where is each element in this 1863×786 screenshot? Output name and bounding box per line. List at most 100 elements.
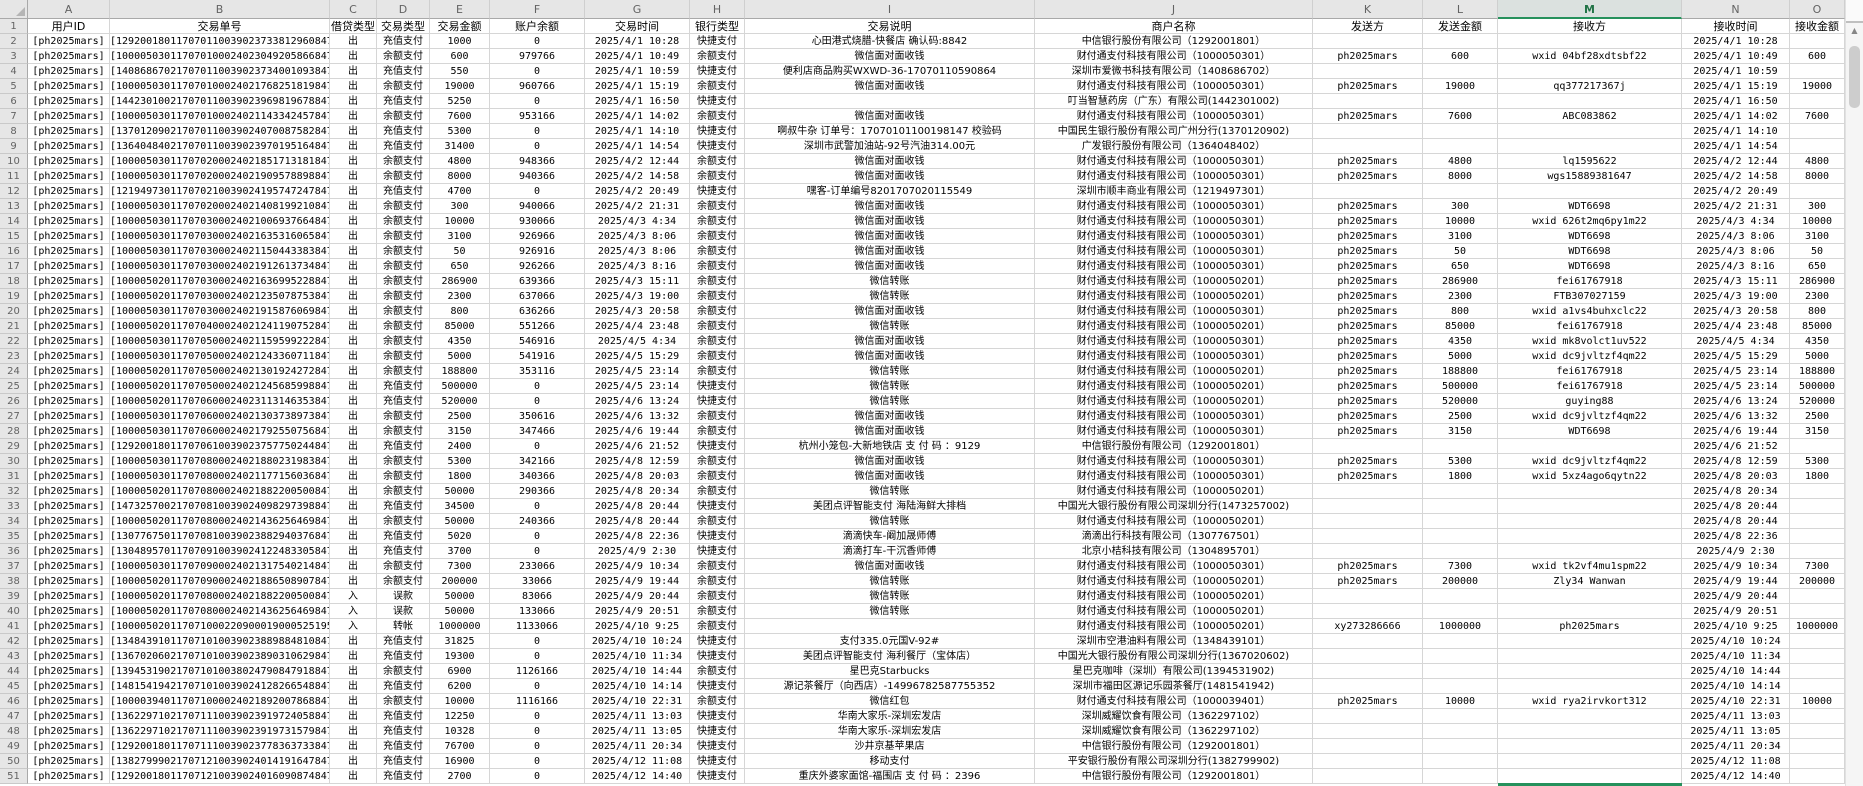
cell-D32[interactable]: 余额支付 [377, 484, 430, 499]
row-number-30[interactable]: 30 [0, 454, 28, 469]
cell-A13[interactable]: [ph2025mars] [28, 199, 110, 214]
cell-H36[interactable]: 快捷支付 [690, 544, 745, 559]
cell-F2[interactable]: 0 [490, 34, 585, 49]
cell-A28[interactable]: [ph2025mars] [28, 424, 110, 439]
cell-K19[interactable]: ph2025mars [1313, 289, 1423, 304]
cell-D36[interactable]: 充值支付 [377, 544, 430, 559]
cell-C45[interactable]: 出 [330, 679, 377, 694]
cell-C49[interactable]: 出 [330, 739, 377, 754]
row-number-46[interactable]: 46 [0, 694, 28, 709]
cell-L24[interactable]: 188800 [1423, 364, 1498, 379]
row-number-11[interactable]: 11 [0, 169, 28, 184]
cell-J33[interactable]: 中国光大银行股份有限公司深圳分行(1473257002) [1035, 499, 1313, 514]
cell-L23[interactable]: 5000 [1423, 349, 1498, 364]
cell-O32[interactable] [1790, 484, 1845, 499]
cell-K32[interactable] [1313, 484, 1423, 499]
cell-M45[interactable] [1498, 679, 1682, 694]
cell-H13[interactable]: 余额支付 [690, 199, 745, 214]
cell-O40[interactable] [1790, 604, 1845, 619]
cell-N50[interactable]: 2025/4/12 11:08 [1682, 754, 1790, 769]
cell-J20[interactable]: 财付通支付科技有限公司（1000050301） [1035, 304, 1313, 319]
cell-C11[interactable]: 出 [330, 169, 377, 184]
cell-O50[interactable] [1790, 754, 1845, 769]
cell-D49[interactable]: 充值支付 [377, 739, 430, 754]
cell-J30[interactable]: 财付通支付科技有限公司（1000050301） [1035, 454, 1313, 469]
cell-A38[interactable]: [ph2025mars] [28, 574, 110, 589]
cell-A27[interactable]: [ph2025mars] [28, 409, 110, 424]
cell-M26[interactable]: guying88 [1498, 394, 1682, 409]
cell-L13[interactable]: 300 [1423, 199, 1498, 214]
cell-M39[interactable] [1498, 589, 1682, 604]
cell-H10[interactable]: 余额支付 [690, 154, 745, 169]
cell-O11[interactable]: 8000 [1790, 169, 1845, 184]
cell-A40[interactable]: [ph2025mars] [28, 604, 110, 619]
cell-B13[interactable]: [100005030117070200024021408199210847] [110, 199, 330, 214]
cell-D39[interactable]: 误款 [377, 589, 430, 604]
cell-D25[interactable]: 充值支付 [377, 379, 430, 394]
cell-F50[interactable]: 0 [490, 754, 585, 769]
cell-B39[interactable]: [100005020117070800024021882200500847] [110, 589, 330, 604]
cell-H26[interactable]: 快捷支付 [690, 394, 745, 409]
cell-D15[interactable]: 余额支付 [377, 229, 430, 244]
cell-H4[interactable]: 快捷支付 [690, 64, 745, 79]
cell-M51[interactable] [1498, 769, 1682, 784]
cell-L9[interactable] [1423, 139, 1498, 154]
cell-G34[interactable]: 2025/4/8 20:44 [585, 514, 690, 529]
row-number-20[interactable]: 20 [0, 304, 28, 319]
cell-C10[interactable]: 出 [330, 154, 377, 169]
cell-M33[interactable] [1498, 499, 1682, 514]
cell-J12[interactable]: 深圳市顺丰商业有限公司（1219497301） [1035, 184, 1313, 199]
cell-E25[interactable]: 500000 [430, 379, 490, 394]
cell-N32[interactable]: 2025/4/8 20:34 [1682, 484, 1790, 499]
row-number-29[interactable]: 29 [0, 439, 28, 454]
cell-I12[interactable]: 嘿客-订单编号8201707020115549 [745, 184, 1035, 199]
cell-H6[interactable]: 快捷支付 [690, 94, 745, 109]
cell-B47[interactable]: [136229710217071110039023919724058847] [110, 709, 330, 724]
cell-A29[interactable]: [ph2025mars] [28, 439, 110, 454]
cell-D37[interactable]: 余额支付 [377, 559, 430, 574]
cell-H40[interactable]: 余额支付 [690, 604, 745, 619]
cell-H24[interactable]: 余额支付 [690, 364, 745, 379]
cell-B50[interactable]: [138279990217071210039024014191647847] [110, 754, 330, 769]
cell-M50[interactable] [1498, 754, 1682, 769]
cell-M30[interactable]: wxid dc9jvltzf4qm22 [1498, 454, 1682, 469]
cell-C29[interactable]: 出 [330, 439, 377, 454]
cell-O5[interactable]: 19000 [1790, 79, 1845, 94]
cell-G49[interactable]: 2025/4/11 20:34 [585, 739, 690, 754]
cell-F32[interactable]: 290366 [490, 484, 585, 499]
cell-K49[interactable] [1313, 739, 1423, 754]
cell-L10[interactable]: 4800 [1423, 154, 1498, 169]
row-number-9[interactable]: 9 [0, 139, 28, 154]
cell-K42[interactable] [1313, 634, 1423, 649]
cell-F20[interactable]: 636266 [490, 304, 585, 319]
cell-N4[interactable]: 2025/4/1 10:59 [1682, 64, 1790, 79]
cell-J15[interactable]: 财付通支付科技有限公司（1000050301） [1035, 229, 1313, 244]
cell-B49[interactable]: [129200180117071110039023778363733847] [110, 739, 330, 754]
cell-B31[interactable]: [100005030117070800024021177156036847] [110, 469, 330, 484]
cell-C48[interactable]: 出 [330, 724, 377, 739]
cell-M44[interactable] [1498, 664, 1682, 679]
row-number-50[interactable]: 50 [0, 754, 28, 769]
row-number-43[interactable]: 43 [0, 649, 28, 664]
cell-O27[interactable]: 2500 [1790, 409, 1845, 424]
cell-L6[interactable] [1423, 94, 1498, 109]
cell-H27[interactable]: 余额支付 [690, 409, 745, 424]
cell-C7[interactable]: 出 [330, 109, 377, 124]
cell-N45[interactable]: 2025/4/10 14:14 [1682, 679, 1790, 694]
cell-E51[interactable]: 2700 [430, 769, 490, 784]
cell-M41[interactable]: ph2025mars [1498, 619, 1682, 634]
cell-G40[interactable]: 2025/4/9 20:51 [585, 604, 690, 619]
cell-B46[interactable]: [100003940117071000024021892007868847] [110, 694, 330, 709]
cell-K31[interactable]: ph2025mars [1313, 469, 1423, 484]
cell-D13[interactable]: 余额支付 [377, 199, 430, 214]
cell-O18[interactable]: 286900 [1790, 274, 1845, 289]
row-number-8[interactable]: 8 [0, 124, 28, 139]
column-header-I[interactable]: I [745, 0, 1035, 19]
cell-C47[interactable]: 出 [330, 709, 377, 724]
cell-M14[interactable]: wxid 626t2mq6py1m22 [1498, 214, 1682, 229]
cell-M49[interactable] [1498, 739, 1682, 754]
cell-M19[interactable]: FTB307027159 [1498, 289, 1682, 304]
cell-D26[interactable]: 充值支付 [377, 394, 430, 409]
cell-D11[interactable]: 余额支付 [377, 169, 430, 184]
cell-J7[interactable]: 财付通支付科技有限公司（1000050301） [1035, 109, 1313, 124]
